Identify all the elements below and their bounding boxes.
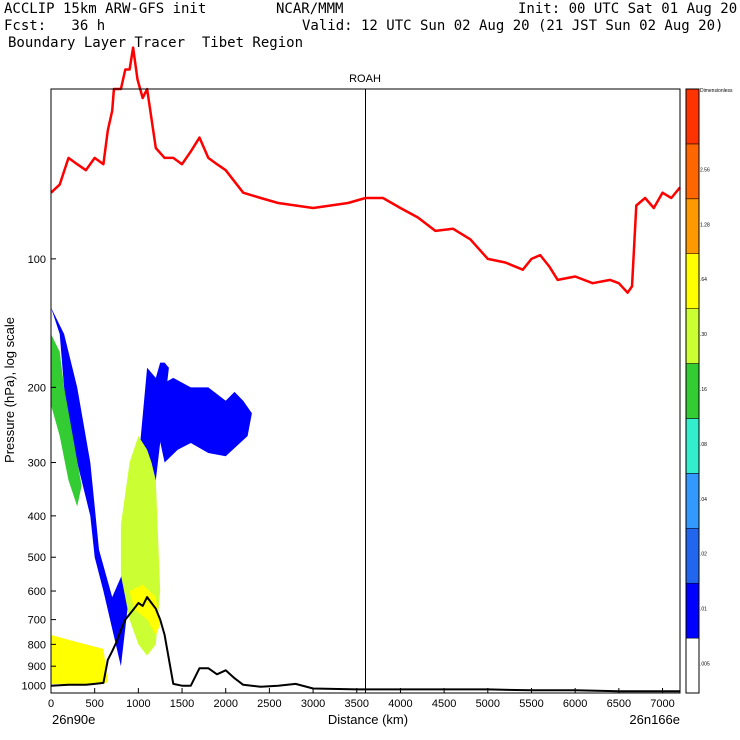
plot-frame [50,88,681,694]
x-tick-label: 3500 [345,698,369,710]
x-tick-label: 2000 [213,698,237,710]
header-valid-time: Valid: 12 UTC Sun 02 Aug 20 (21 JST Sun … [302,18,724,34]
colorbar-label: Dimensionless [700,88,733,94]
colorbar-swatch [685,582,700,639]
colorbar-label: .08 [700,442,707,448]
colorbar-swatch [685,418,700,474]
colorbar-label: .16 [700,387,707,393]
x-tick-label: 7000 [650,698,674,710]
x-tick-label: 2500 [257,698,281,710]
colorbar-swatch [685,637,700,694]
x-tick-label: 1500 [170,698,194,710]
header-init-time: Init: 00 UTC Sat 01 Aug 20 [518,1,738,17]
colorbar-label: .30 [700,332,707,338]
x-tick-label: 500 [86,698,104,710]
colorbar-label: 1.28 [700,222,710,228]
y-tick-label: 200 [28,382,46,394]
header-field-name: Boundary Layer Tracer Tibet Region [8,35,304,51]
colorbar-swatch [685,308,700,364]
x-tick-label: 4000 [388,698,412,710]
x-axis-ticks: 0 500 1000 1500 2000 2500 3000 3500 4000 4500 5000… [48,688,675,710]
colorbar-swatch [685,363,700,419]
y-tick-label: 900 [28,661,46,673]
y-axis-label: Pressure (hPa), log scale [2,317,17,463]
x-axis-label: Distance (km) [328,712,408,727]
x-tick-label: 1000 [126,698,150,710]
colorbar-label: .04 [700,497,707,503]
contour-region-2 [51,334,82,507]
contour-region-1 [155,377,252,463]
colorbar-label: .02 [700,552,707,558]
y-tick-label: 400 [28,511,46,523]
x-tick-label: 6500 [607,698,631,710]
x-tick-label: 5000 [476,698,500,710]
colorbar-label: .005 [700,662,710,668]
colorbar-frame [685,88,700,694]
x-tick-label: 0 [48,698,54,710]
header-org: NCAR/MMM [276,1,344,17]
y-tick-label: 500 [28,552,46,564]
colorbar-swatch [685,143,700,200]
contour-region-5 [129,584,161,635]
y-tick-label: 1000 [22,681,46,693]
colorbar-label: 2.56 [700,167,710,173]
y-tick-label: 600 [28,586,46,598]
colorbar: .005 .01 .02 .04 .08 .16 .30 .64 1.28 2.56 Dimensi… [685,88,733,694]
y-tick-label: 700 [28,615,46,627]
y-tick-label: 100 [28,254,46,266]
header-forecast-hour: Fcst: 36 h [4,18,106,34]
terrain-line [50,596,680,693]
x-tick-label: 4500 [432,698,456,710]
x-tick-label: 5500 [519,698,543,710]
header-run-title: ACCLIP 15km ARW-GFS init [4,1,207,17]
y-tick-label: 300 [28,458,46,470]
x-end-label: 26n166e [629,712,680,727]
colorbar-swatch [685,198,700,254]
contour-region-4 [51,634,108,684]
colorbar-swatch [685,253,700,309]
colorbar-swatch [685,528,700,584]
colorbar-swatch [685,88,700,145]
tracer-contours [51,307,252,684]
x-tick-label: 3000 [301,698,325,710]
colorbar-swatch [685,473,700,529]
x-start-label: 26n90e [52,712,95,727]
colorbar-label: .01 [700,607,707,613]
y-tick-label: 800 [28,639,46,651]
y-axis-ticks: 1000 900 800 700 600 500 400 300 200 100 [22,254,56,693]
colorbar-label: .64 [700,277,707,283]
chart-title: ROAH [349,73,381,85]
x-tick-label: 6000 [563,698,587,710]
